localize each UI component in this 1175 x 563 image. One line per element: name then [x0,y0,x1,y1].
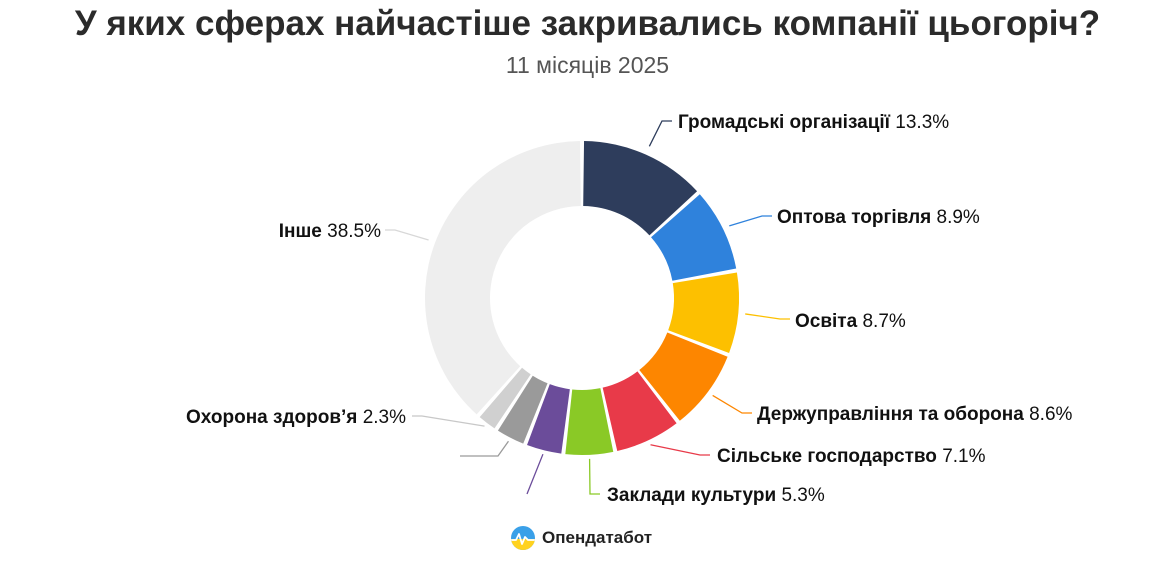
slice-label-value: 8.9% [937,207,980,228]
slice-label-value: 8.7% [862,311,905,332]
leader-line [729,215,772,227]
slice-label-value: 2.3% [363,407,406,428]
donut-slice [583,141,698,236]
leader-line [745,313,790,320]
slice-label-name: Заклади культури [607,485,781,506]
leader-line [460,440,509,457]
slice-label-name: Охорона здоров’я [186,407,363,428]
donut-slice [651,194,737,281]
slice-label: Інше 38.5% [279,221,381,242]
leader-line [588,458,600,495]
donut-slice [639,332,728,421]
slice-label-value: 38.5% [327,221,381,242]
opendatabot-logo-icon [511,526,535,550]
donut-slice [479,367,531,429]
donut-slice [565,388,614,455]
slice-label: Сільське господарство 7.1% [717,446,986,467]
slice-label-value: 7.1% [942,446,985,467]
donut-slice [668,272,740,353]
leader-line [648,120,672,147]
slice-label-name: Освіта [795,311,862,332]
slice-label: Держуправління та оборона 8.6% [757,404,1073,425]
donut-slice [527,384,570,454]
leader-line [526,453,544,495]
slice-label-name: Сільське господарство [717,446,942,467]
slice-label: Громадські організації 13.3% [678,112,949,133]
slice-label: Охорона здоров’я 2.3% [186,407,406,428]
slice-label-name: Держуправління та оборона [757,404,1029,425]
brand: Опендатабот [510,523,652,553]
chart-subtitle: 11 місяців 2025 [505,52,670,78]
leader-line [712,394,752,414]
chart-title: У яких сферах найчастіше закривались ком… [74,4,1101,43]
slice-label-name: Громадські організації [678,112,895,133]
leader-line [650,444,710,456]
slice-label: Оптова торгівля 8.9% [777,207,980,228]
slice-label: Освіта 8.7% [795,311,906,332]
leader-line [412,415,485,427]
leader-line [385,229,429,241]
slice-label-value: 13.3% [895,112,949,133]
slice-label-value: 8.6% [1029,404,1072,425]
donut-slice [425,141,581,415]
slice-label-name: Оптова торгівля [777,207,937,228]
slice-label-name: Інше [279,221,327,242]
slice-label-value: 5.3% [781,485,824,506]
brand-name: Опендатабот [542,528,653,547]
donut-slice [602,371,677,451]
donut-slice [497,375,548,444]
slice-label: Заклади культури 5.3% [607,485,825,506]
